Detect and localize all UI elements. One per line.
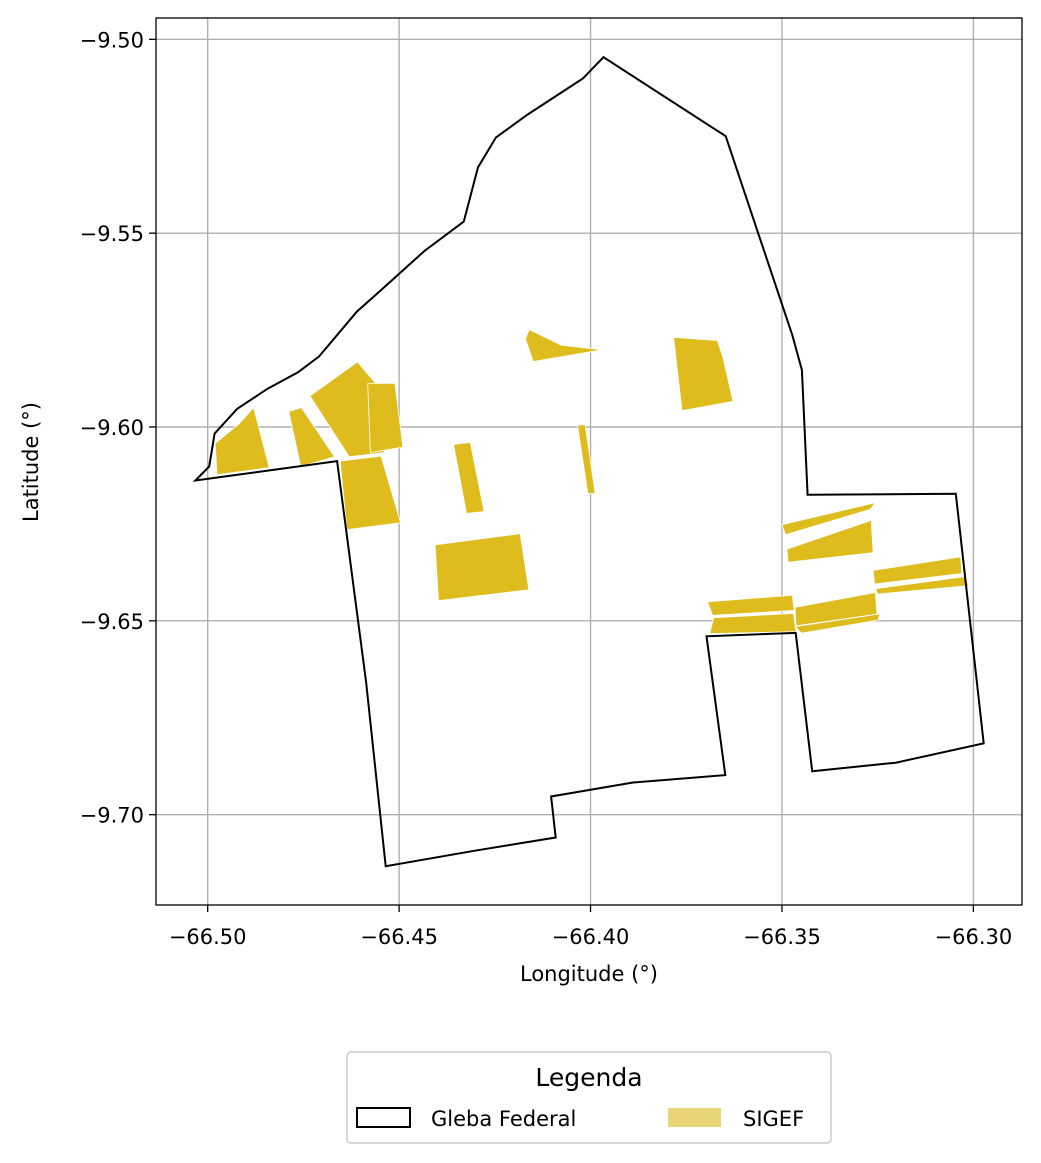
y-axis-title: Latitude (°) [19,402,43,522]
x-tick-label: −66.40 [552,925,630,949]
sigef-parcel [781,501,877,536]
y-tick-label: −9.50 [80,28,144,52]
x-axis-title: Longitude (°) [520,962,658,986]
x-tick-label: −66.45 [360,925,438,949]
sigef-parcel [367,382,404,454]
sigef-parcel [706,594,795,616]
y-tick-label: −9.70 [80,804,144,828]
sigef-parcels [214,329,970,635]
sigef-parcel [874,576,970,595]
sigef-parcel [339,455,402,531]
sigef-parcel [786,519,874,563]
x-tick-label: −66.50 [169,925,247,949]
axis-ticks: −66.50 −66.45 −66.40 −66.35 −66.30 −9.50 −9.55… [80,28,1013,949]
legend: Legenda Gleba Federal SIGEF [346,1051,832,1144]
gleba-federal-polygon [192,55,985,868]
sigef-parcel [709,613,797,635]
sigef-parcel [794,613,881,634]
legend-gleba-federal-label: Gleba Federal [431,1107,576,1131]
sigef-parcel [577,424,596,495]
x-tick-label: −66.35 [743,925,821,949]
sigef-parcel [453,442,485,514]
sigef-parcel [288,407,336,468]
sigef-parcel [524,329,603,362]
legend-sigef-swatch [668,1108,721,1127]
legend-title: Legenda [535,1063,642,1092]
sigef-parcel [872,556,963,585]
y-tick-label: −9.55 [80,222,144,246]
legend-sigef-label: SIGEF [743,1107,804,1131]
plot-frame [155,17,1023,906]
legend-gleba-federal-swatch [356,1107,411,1128]
sigef-parcel [434,533,530,602]
x-tick-label: −66.30 [935,925,1013,949]
y-tick-label: −9.65 [80,610,144,634]
y-tick-label: −9.60 [80,416,144,440]
sigef-parcel [214,406,270,476]
sigef-parcel [673,336,734,412]
gleba-federal-boundary [192,55,985,868]
